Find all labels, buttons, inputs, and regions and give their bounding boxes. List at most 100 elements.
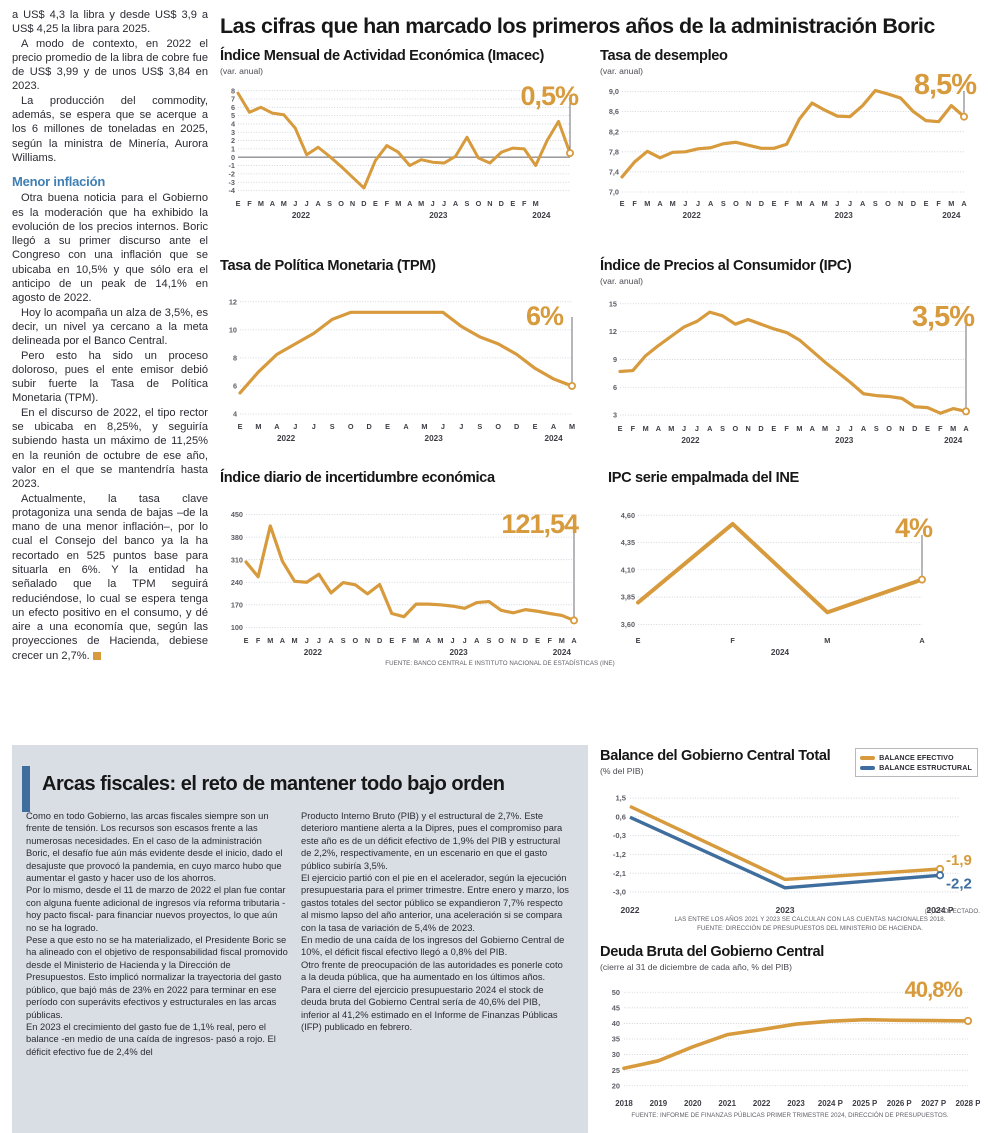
x-axis-tick-label: O xyxy=(495,422,501,431)
x-axis-year-label: 2024 xyxy=(771,648,790,657)
y-axis-tick-label: 30 xyxy=(612,1050,620,1059)
y-axis-tick-label: 9 xyxy=(613,355,617,364)
x-axis-tick-label: D xyxy=(912,424,917,433)
data-line xyxy=(244,524,576,623)
x-axis-tick-label: O xyxy=(886,424,892,433)
x-axis-tick-label: J xyxy=(442,199,446,208)
y-axis-tick-label: 40 xyxy=(612,1019,620,1028)
x-axis-tick-label: J xyxy=(683,199,687,208)
panel-text-column-2: Producto Interno Bruto (PIB) y el estruc… xyxy=(301,810,569,1033)
legend-item-efectivo: BALANCE EFECTIVO xyxy=(860,753,972,762)
source-note-top: FUENTE: BANCO CENTRAL E INSTITUTO NACION… xyxy=(385,660,615,667)
x-axis-tick-label: J xyxy=(305,199,309,208)
fiscal-panel xyxy=(12,745,588,1133)
x-axis-tick-label: E xyxy=(771,424,776,433)
x-axis-tick-label: A xyxy=(809,199,815,208)
x-axis-tick-label: M xyxy=(796,424,802,433)
x-axis-tick-label: E xyxy=(236,199,241,208)
x-axis-tick-label: N xyxy=(898,199,903,208)
y-axis-tick-label: 3 xyxy=(231,128,235,137)
x-axis-tick-label: S xyxy=(477,422,482,431)
article-paragraph: En el discurso de 2022, el tipo rector s… xyxy=(12,406,208,491)
panel-paragraph: El ejercicio partió con el pie en el ace… xyxy=(301,873,569,933)
chart-subtitle: (var. anual) xyxy=(600,66,643,76)
chart-plot-area: 12 10 8 6 4 E M A J J S O D E A M J J S O D E A M 2022 2023 2024 6… xyxy=(220,289,588,444)
chart-title: Índice de Precios al Consumidor (IPC) xyxy=(600,258,852,274)
last-point-marker xyxy=(935,871,945,880)
x-axis-tick-label: A xyxy=(274,422,280,431)
source-note-deuda: FUENTE: INFORME DE FINANZAS PÚBLICAS PRI… xyxy=(631,1112,949,1119)
article-paragraph-text: Actualmente, la tasa clave protagoniza u… xyxy=(12,492,208,662)
y-axis-tick-label: 100 xyxy=(231,623,243,632)
y-axis-tick-label: 4 xyxy=(231,120,236,129)
x-axis-tick-label: M xyxy=(822,199,828,208)
x-axis-tick-label: E xyxy=(618,424,623,433)
x-axis-tick-label: A xyxy=(328,636,334,645)
x-axis-tick-label: J xyxy=(312,422,316,431)
x-axis-tick-label: D xyxy=(361,199,366,208)
chart-subtitle: (% del PIB) xyxy=(600,766,644,776)
y-axis-tick-label: 35 xyxy=(612,1035,620,1044)
x-axis-tick-label: E xyxy=(535,636,540,645)
last-point-marker xyxy=(569,616,578,625)
series-value-label: -2,2 xyxy=(946,875,972,892)
y-axis-tick-label: 6 xyxy=(233,382,237,391)
chart-svg: 9,08,68,27,87,47,0E F M A M J J A S O N D E F M A M J J A S O… xyxy=(609,87,968,220)
panel-paragraph: Como en todo Gobierno, las arcas fiscale… xyxy=(26,811,283,884)
chart-callout-value: 3,5% xyxy=(911,301,975,333)
x-axis-tick-label: O xyxy=(348,422,354,431)
x-axis-tick-label: 2020 xyxy=(684,1099,702,1108)
last-point-marker xyxy=(963,1016,973,1026)
x-axis-year-label: 2023 xyxy=(835,211,854,220)
x-axis-tick-label: F xyxy=(938,424,943,433)
y-axis-tick-label: 4,35 xyxy=(621,538,635,547)
x-axis-tick-label: M xyxy=(644,199,650,208)
x-axis-tick-label: O xyxy=(498,636,504,645)
chart-svg: 1,5 0,6 -0,3 -1,2 -2,1 -3,0 -1,9 -2,2 2022 2023 20… xyxy=(613,794,972,915)
panel-accent-bar xyxy=(22,766,30,812)
end-of-article-mark xyxy=(92,651,101,660)
y-axis-tick-label: 3,85 xyxy=(621,593,635,602)
x-axis-tick-label: A xyxy=(810,424,816,433)
y-axis-tick-label: 5 xyxy=(231,111,235,120)
y-axis-tick-label: -1 xyxy=(229,161,236,170)
chart-title: Índice diario de incertidumbre económica xyxy=(220,470,495,486)
y-axis-tick-label: 8,6 xyxy=(609,107,619,116)
panel-paragraph: En medio de una caída de los ingresos de… xyxy=(301,935,565,958)
x-axis-tick-label: 2026 P xyxy=(887,1099,912,1108)
chart-svg: 50 45 40 35 30 25 20 2018 2019 2020 2021 2022 2023 20… xyxy=(612,988,980,1108)
x-axis-tick-label: D xyxy=(911,199,916,208)
y-axis-tick-label: 10 xyxy=(229,325,237,334)
x-axis-year-label: 2023 xyxy=(425,434,444,443)
x-axis-tick-label: S xyxy=(341,636,346,645)
y-axis-tick-label: -4 xyxy=(229,186,236,195)
chart-title: Índice Mensual de Actividad Económica (I… xyxy=(220,48,544,64)
x-axis-tick-label: O xyxy=(732,424,738,433)
x-axis-tick-label: O xyxy=(733,199,739,208)
x-axis-tick-label: E xyxy=(238,422,243,431)
chart-plot-area: 15 12 9 6 3 E F M A M J J A S O N D E F M A M J J A S O N D E F M A 2022 2… xyxy=(600,291,980,446)
x-axis-tick-label: 2024 P xyxy=(926,905,954,915)
x-axis-tick-label: A xyxy=(707,424,713,433)
x-axis-tick-label: M xyxy=(668,424,674,433)
legend-item-estructural: BALANCE ESTRUCTURAL xyxy=(860,763,972,772)
x-axis-year-label: 2023 xyxy=(835,436,854,445)
source-note-balance-3: FUENTE: DIRECCIÓN DE PRESUPUESTOS DEL MI… xyxy=(697,925,923,932)
article-paragraph-last: Actualmente, la tasa clave protagoniza u… xyxy=(12,492,208,664)
data-line xyxy=(236,91,572,190)
x-axis-tick-label: M xyxy=(292,636,298,645)
x-axis-tick-label: J xyxy=(836,424,840,433)
x-axis-tick-label: S xyxy=(330,422,335,431)
x-axis-tick-label: J xyxy=(431,199,435,208)
y-axis-tick-label: 450 xyxy=(231,510,243,519)
x-axis-year-label: 2022 xyxy=(292,211,311,220)
chart-svg: 4,60 4,35 4,10 3,85 3,60E F M A 2024 xyxy=(621,511,926,657)
last-point-marker xyxy=(917,575,926,584)
y-axis-tick-label: 20 xyxy=(612,1081,620,1090)
chart-ipc: Índice de Precios al Consumidor (IPC) (v… xyxy=(600,258,980,446)
x-axis-tick-label: F xyxy=(247,199,252,208)
x-axis-tick-label: J xyxy=(293,199,297,208)
x-axis-tick-label: A xyxy=(270,199,276,208)
y-axis-tick-label: 1 xyxy=(231,145,235,154)
